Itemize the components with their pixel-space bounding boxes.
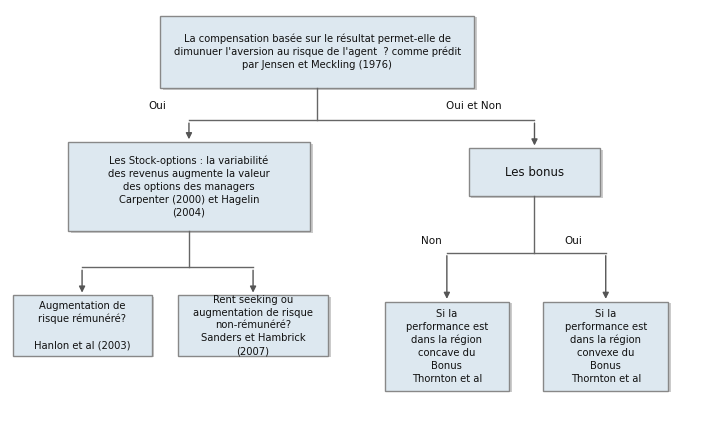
Text: Les bonus: Les bonus bbox=[505, 166, 564, 179]
FancyBboxPatch shape bbox=[469, 148, 601, 196]
FancyBboxPatch shape bbox=[546, 303, 671, 393]
FancyBboxPatch shape bbox=[543, 302, 668, 391]
FancyBboxPatch shape bbox=[181, 297, 331, 357]
FancyBboxPatch shape bbox=[161, 16, 474, 88]
Text: Rent seeking ou
augmentation de risque
non-rémunéré?
Sanders et Hambrick
(2007): Rent seeking ou augmentation de risque n… bbox=[193, 295, 313, 356]
FancyBboxPatch shape bbox=[178, 295, 328, 356]
Text: Les Stock-options : la variabilité
des revenus augmente la valeur
des options de: Les Stock-options : la variabilité des r… bbox=[108, 156, 270, 217]
FancyBboxPatch shape bbox=[71, 144, 313, 233]
Text: Non: Non bbox=[421, 236, 441, 245]
Text: Si la
performance est
dans la région
concave du
Bonus
Thornton et al: Si la performance est dans la région con… bbox=[406, 309, 488, 384]
Text: Si la
performance est
dans la région
convexe du
Bonus
Thornton et al: Si la performance est dans la région con… bbox=[565, 309, 647, 384]
Text: La compensation basée sur le résultat permet-elle de
dimunuer l'aversion au risq: La compensation basée sur le résultat pe… bbox=[174, 33, 461, 70]
Text: Oui et Non: Oui et Non bbox=[446, 101, 502, 111]
FancyBboxPatch shape bbox=[164, 17, 477, 90]
FancyBboxPatch shape bbox=[471, 150, 603, 198]
FancyBboxPatch shape bbox=[385, 302, 509, 391]
FancyBboxPatch shape bbox=[387, 303, 512, 393]
Text: Oui: Oui bbox=[565, 236, 582, 245]
Text: Augmentation de
risque rémunéré?

Hanlon et al (2003): Augmentation de risque rémunéré? Hanlon … bbox=[34, 301, 130, 350]
FancyBboxPatch shape bbox=[12, 295, 151, 356]
FancyBboxPatch shape bbox=[15, 297, 154, 357]
Text: Oui: Oui bbox=[148, 101, 166, 111]
FancyBboxPatch shape bbox=[68, 142, 310, 231]
